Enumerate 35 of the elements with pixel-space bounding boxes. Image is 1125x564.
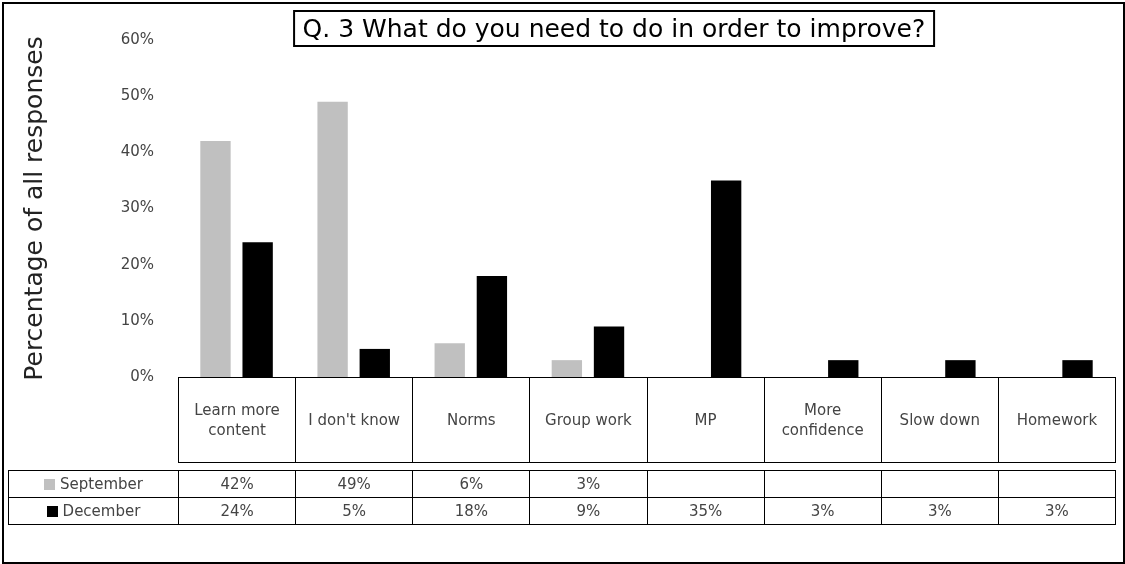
legend-label: December — [62, 500, 141, 522]
chart-title: Q. 3 What do you need to do in order to improve? — [292, 10, 936, 47]
data-label: 5% — [295, 497, 414, 525]
x-tick-label: I don't know — [295, 377, 414, 463]
y-tick-label: 20% — [120, 254, 154, 273]
x-tick-label: Slow down — [880, 377, 999, 463]
x-tick-label: MP — [646, 377, 765, 463]
x-tick-label: Group work — [529, 377, 648, 463]
y-tick-label: 40% — [120, 142, 154, 161]
data-label: 18% — [412, 497, 531, 525]
legend-label: September — [60, 473, 143, 495]
data-label: 35% — [646, 497, 765, 525]
y-tick-label: 0% — [130, 366, 154, 385]
y-tick-label: 60% — [120, 29, 154, 48]
bar — [317, 101, 348, 377]
data-label: 49% — [295, 470, 414, 498]
bar — [551, 360, 583, 377]
x-tick-label: Norms — [412, 377, 531, 463]
bar — [434, 343, 465, 377]
y-tick-label: 10% — [120, 310, 154, 329]
y-tick-label: 30% — [120, 198, 154, 217]
data-label: 42% — [178, 470, 297, 498]
data-label: 3% — [763, 497, 882, 525]
y-axis-title: Percentage of all responses — [18, 36, 48, 381]
data-label: 3% — [997, 497, 1116, 525]
y-tick-label: 50% — [120, 86, 154, 105]
bar — [200, 141, 231, 377]
data-label: 24% — [178, 497, 297, 525]
data-label: 6% — [412, 470, 531, 498]
x-tick-label: Learn more content — [178, 377, 297, 463]
data-label: 9% — [529, 497, 648, 525]
data-label: 3% — [880, 497, 999, 525]
x-tick-label: Homework — [997, 377, 1116, 463]
x-tick-label: More confidence — [763, 377, 882, 463]
data-label: 3% — [529, 470, 648, 498]
